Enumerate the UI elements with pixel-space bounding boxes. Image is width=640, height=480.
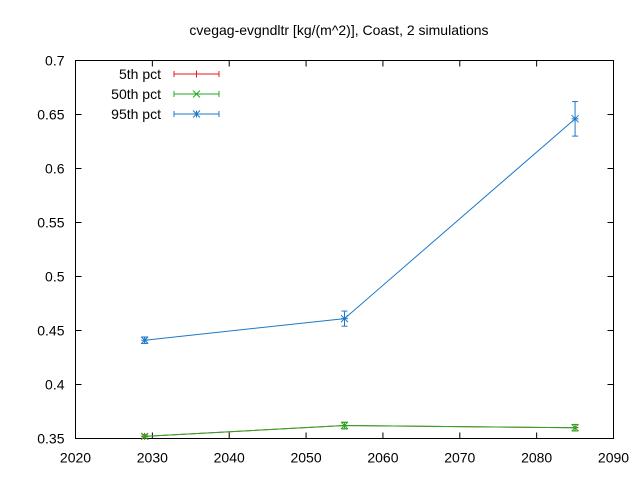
data-point-stroke bbox=[340, 314, 349, 323]
x-tick-label: 2030 bbox=[137, 450, 168, 466]
data-point bbox=[571, 114, 579, 123]
y-tick-label: 0.7 bbox=[45, 53, 65, 69]
data-point-stroke bbox=[140, 336, 149, 345]
data-point-stroke bbox=[140, 432, 149, 441]
x-tick-label: 2060 bbox=[367, 450, 398, 466]
legend-label: 5th pct bbox=[119, 66, 161, 82]
series-line bbox=[144, 425, 576, 437]
series-layer bbox=[140, 101, 579, 441]
legend-marker bbox=[192, 90, 201, 98]
legend-marker bbox=[192, 110, 201, 118]
series-1 bbox=[140, 421, 579, 441]
legend-item: 95th pct bbox=[111, 106, 220, 122]
data-point-stroke bbox=[340, 421, 349, 430]
x-tick-label: 2040 bbox=[214, 450, 245, 466]
data-point-stroke bbox=[571, 423, 579, 432]
y-tick-label: 0.4 bbox=[45, 377, 65, 393]
data-point bbox=[340, 421, 349, 430]
legend-label: 95th pct bbox=[111, 106, 161, 122]
y-tick-label: 0.6 bbox=[45, 161, 65, 177]
data-point bbox=[571, 423, 579, 432]
x-tick-label: 2070 bbox=[444, 450, 475, 466]
legend-label: 50th pct bbox=[111, 86, 161, 102]
legend-marker-stroke bbox=[192, 110, 201, 118]
y-tick-label: 0.5 bbox=[45, 269, 65, 285]
legend: 5th pct 50th pct 95th pct bbox=[111, 66, 220, 122]
plot-frame bbox=[75, 60, 614, 439]
series-0 bbox=[141, 421, 579, 440]
series-line bbox=[144, 118, 576, 341]
x-tick-label: 2050 bbox=[290, 450, 321, 466]
data-point bbox=[340, 314, 349, 323]
y-axis: 0.35 0.4 0.45 0.5 0.55 0.6 0.65 0.7 bbox=[37, 53, 614, 447]
data-point bbox=[140, 336, 149, 345]
legend-item: 50th pct bbox=[111, 86, 220, 102]
legend-marker bbox=[193, 70, 200, 78]
y-tick-label: 0.35 bbox=[37, 431, 64, 447]
series-2 bbox=[140, 101, 579, 345]
x-tick-label: 2020 bbox=[60, 450, 91, 466]
data-point bbox=[140, 432, 149, 441]
x-axis: 2020 2030 2040 2050 2060 2070 2080 2090 bbox=[60, 60, 629, 466]
legend-item: 5th pct bbox=[119, 66, 220, 82]
y-tick-label: 0.45 bbox=[37, 323, 64, 339]
y-tick-label: 0.65 bbox=[37, 107, 64, 123]
y-tick-label: 0.55 bbox=[37, 215, 64, 231]
x-tick-label: 2090 bbox=[598, 450, 629, 466]
x-tick-label: 2080 bbox=[521, 450, 552, 466]
legend-marker-stroke bbox=[192, 90, 201, 98]
chart-title: cvegag-evgndltr [kg/(m^2)], Coast, 2 sim… bbox=[189, 22, 488, 38]
data-point-stroke bbox=[571, 114, 579, 123]
